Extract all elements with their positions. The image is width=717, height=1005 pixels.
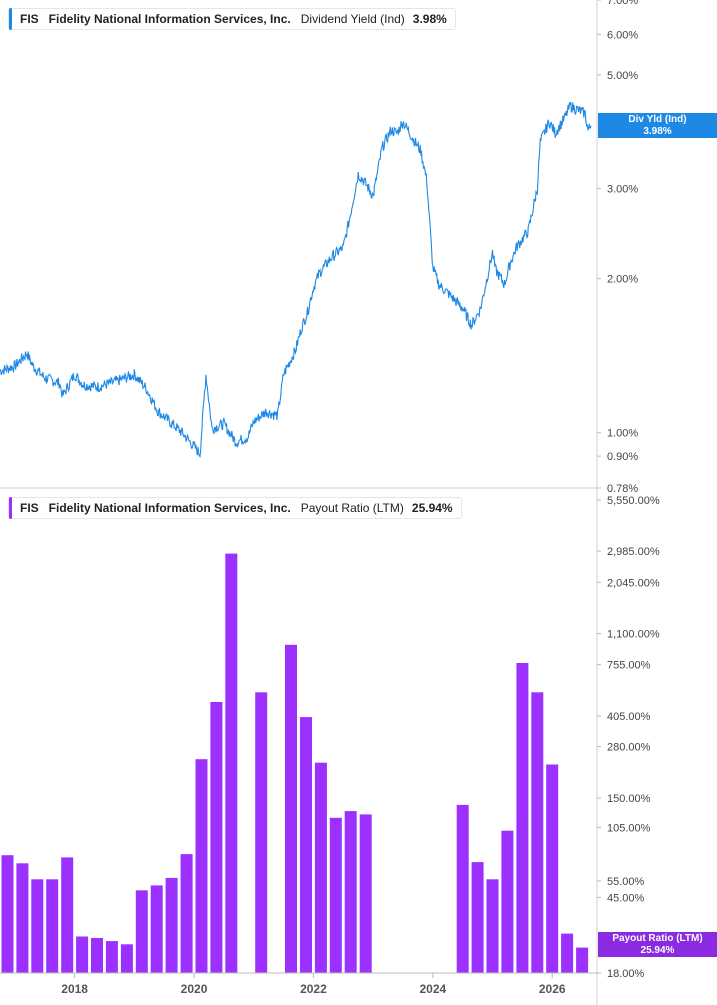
y-tick-label: 18.00% — [607, 968, 645, 980]
payout-ratio-bar[interactable] — [546, 764, 559, 974]
y-tick-label: 0.78% — [607, 483, 638, 495]
bottom-legend[interactable]: FIS Fidelity National Information Servic… — [8, 497, 462, 519]
payout-ratio-bar[interactable] — [1, 855, 14, 973]
y-tick-label: 3.00% — [607, 183, 638, 195]
legend-color-swatch — [9, 8, 12, 30]
div-yld-value-tag: Div Yld (Ind) 3.98% — [598, 113, 717, 138]
tag-value: 3.98% — [643, 126, 672, 137]
payout-ratio-bar[interactable] — [120, 944, 133, 973]
payout-ratio-bar[interactable] — [344, 811, 357, 973]
legend-value: 25.94% — [411, 501, 453, 515]
payout-ratio-bar[interactable] — [576, 947, 589, 973]
payout-ratio-bar[interactable] — [195, 759, 208, 973]
x-tick-label: 2018 — [61, 982, 88, 996]
payout-ratio-bar[interactable] — [91, 938, 103, 973]
legend-color-swatch — [9, 497, 12, 519]
y-tick-label: 1.00% — [607, 428, 638, 440]
y-tick-label: 405.00% — [607, 711, 651, 723]
payout-ratio-bar[interactable] — [285, 644, 297, 973]
payout-ratio-bar[interactable] — [61, 857, 74, 973]
payout-ratio-bar[interactable] — [501, 830, 514, 973]
payout-ratio-bar[interactable] — [76, 936, 89, 974]
y-tick-label: 755.00% — [607, 660, 651, 672]
payout-ratio-bar[interactable] — [105, 941, 118, 973]
top-legend[interactable]: FIS Fidelity National Information Servic… — [8, 8, 456, 30]
payout-ratio-bar[interactable] — [314, 762, 327, 973]
y-tick-label: 5,550.00% — [607, 495, 660, 507]
payout-ratio-bar[interactable] — [255, 692, 268, 973]
payout-ratio-bar[interactable] — [16, 863, 29, 973]
payout-ratio-value-tag: Payout Ratio (LTM) 25.94% — [598, 932, 717, 957]
y-tick-label: 1,100.00% — [607, 629, 660, 641]
y-tick-label: 105.00% — [607, 822, 651, 834]
dividend-yield-line — [0, 102, 592, 459]
y-tick-label: 55.00% — [607, 876, 645, 888]
y-tick-label: 150.00% — [607, 793, 651, 805]
y-tick-label: 45.00% — [607, 892, 645, 904]
top-gridlines — [597, 0, 601, 489]
payout-ratio-bar[interactable] — [135, 890, 148, 973]
y-tick-label: 6.00% — [607, 29, 638, 41]
tag-value: 25.94% — [640, 945, 675, 956]
y-tick-label: 0.90% — [607, 451, 638, 463]
x-tick-label: 2026 — [539, 982, 566, 996]
payout-ratio-bar[interactable] — [471, 862, 484, 973]
y-tick-label: 280.00% — [607, 742, 651, 754]
payout-ratio-bar[interactable] — [486, 879, 499, 973]
payout-ratio-bar[interactable] — [359, 814, 372, 973]
payout-ratio-bar[interactable] — [210, 702, 223, 973]
tag-label: Div Yld (Ind) — [628, 114, 687, 125]
payout-ratio-bar[interactable] — [46, 879, 59, 973]
bottom-y-axis: 5,550.00% 2,985.00% 2,045.00% 1,100.00% 755.… — [597, 495, 660, 980]
y-tick-label: 2,985.00% — [607, 546, 660, 558]
payout-ratio-bar[interactable] — [300, 717, 312, 973]
dividend-yield-plot — [0, 102, 592, 459]
payout-ratio-bar[interactable] — [329, 817, 342, 973]
payout-ratio-bar[interactable] — [531, 692, 544, 973]
payout-ratio-bar[interactable] — [225, 553, 238, 973]
legend-ticker: FIS — [20, 501, 39, 515]
legend-value: 3.98% — [412, 12, 447, 26]
x-tick-label: 2022 — [300, 982, 327, 996]
y-tick-label: 2,045.00% — [607, 577, 660, 589]
legend-ticker: FIS — [20, 12, 39, 26]
payout-ratio-bar[interactable] — [456, 804, 469, 973]
payout-ratio-bar[interactable] — [150, 885, 163, 973]
payout-ratio-bar[interactable] — [165, 877, 178, 973]
legend-company-name: Fidelity National Information Services, … — [48, 501, 291, 515]
x-tick-label: 2024 — [419, 982, 446, 996]
y-tick-label: 5.00% — [607, 70, 638, 82]
payout-ratio-bar[interactable] — [561, 933, 574, 973]
legend-metric: Payout Ratio (LTM) — [300, 501, 404, 515]
y-tick-label: 7.00% — [607, 0, 638, 7]
y-tick-label: 2.00% — [607, 274, 638, 286]
x-tick-label: 2020 — [181, 982, 208, 996]
payout-ratio-bar[interactable] — [180, 854, 193, 973]
payout-ratio-bar[interactable] — [516, 663, 529, 973]
payout-ratio-plot — [1, 553, 589, 974]
payout-ratio-bar[interactable] — [31, 879, 44, 973]
legend-company-name: Fidelity National Information Services, … — [48, 12, 291, 26]
tag-label: Payout Ratio (LTM) — [612, 933, 703, 944]
x-axis: 2018 2020 2022 2024 2026 — [0, 972, 597, 996]
legend-metric: Dividend Yield (Ind) — [300, 12, 405, 26]
